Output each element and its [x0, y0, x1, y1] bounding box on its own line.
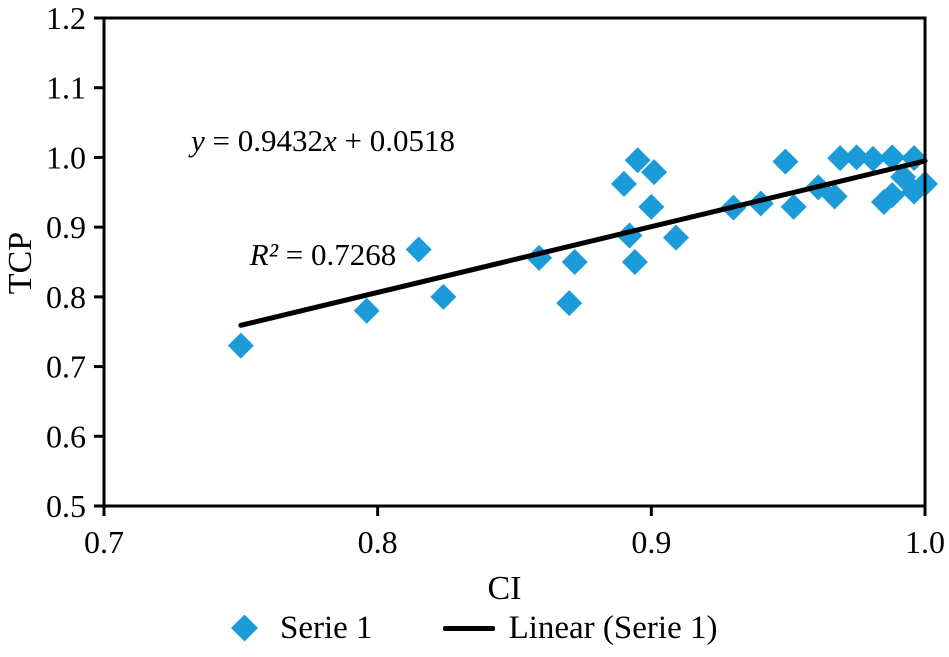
- equation-intercept: + 0.0518: [336, 123, 455, 158]
- x-tick-label: 0.8: [358, 524, 398, 560]
- plot-border: [102, 16, 927, 508]
- legend-label-serie-1: Serie 1: [280, 609, 373, 646]
- x-axis-title: CI: [487, 570, 522, 607]
- scatter-point: [843, 144, 870, 171]
- scatter-point: [405, 236, 432, 263]
- chart-legend: Serie 1 Linear (Serie 1): [231, 606, 717, 650]
- y-tick-label: 0.8: [46, 279, 86, 315]
- legend-item-linear: Linear (Serie 1): [442, 609, 718, 647]
- trendline-equation: y = 0.9432x + 0.0518 R² = 0.7268: [168, 46, 478, 350]
- equation-y-var: y: [191, 123, 205, 158]
- scatter-point: [610, 170, 637, 197]
- trendline-marker-icon: [442, 625, 495, 631]
- scatter-point: [353, 297, 380, 324]
- legend-item-serie-1: Serie 1: [231, 610, 373, 647]
- y-tick-label: 0.6: [46, 418, 86, 454]
- y-tick-label: 1.2: [46, 0, 86, 36]
- x-tick-label: 0.9: [631, 524, 671, 560]
- scatter-point: [827, 145, 854, 172]
- y-tick-label: 0.7: [46, 349, 86, 385]
- y-tick-label: 1.0: [46, 139, 86, 175]
- scatter-point: [556, 290, 583, 317]
- scatter-point: [860, 145, 887, 172]
- scatter-point: [641, 159, 668, 186]
- scatter-point: [227, 332, 254, 359]
- x-tick-label: 0.7: [84, 524, 124, 560]
- r-squared-label: R²: [249, 237, 278, 272]
- x-tick-label: 1.0: [905, 524, 945, 560]
- y-tick-label: 1.1: [46, 70, 86, 106]
- y-tick-label: 0.9: [46, 209, 86, 245]
- scatter-point: [772, 148, 799, 175]
- scatter-point: [624, 147, 651, 174]
- legend-label-linear: Linear (Serie 1): [508, 609, 718, 646]
- scatter-point: [430, 283, 457, 310]
- equation-line-1: y = 0.9432x + 0.0518: [168, 122, 478, 160]
- diamond-marker-icon: [231, 614, 258, 642]
- scatter-point: [621, 249, 648, 275]
- equation-x-var: x: [323, 123, 337, 158]
- scatter-point: [870, 189, 897, 216]
- scatter-point: [561, 249, 588, 275]
- y-axis-title: TCP: [2, 231, 39, 295]
- r-squared-value: = 0.7268: [278, 237, 397, 272]
- scatter-point: [638, 193, 665, 220]
- scatter-point: [780, 193, 807, 220]
- scatter-point: [879, 144, 906, 171]
- y-tick-label: 0.5: [46, 488, 86, 524]
- equation-slope: = 0.9432: [204, 123, 323, 158]
- equation-line-2: R² = 0.7268: [168, 236, 478, 274]
- scatter-point: [821, 183, 848, 210]
- trend-line: [238, 158, 928, 328]
- scatter-point: [662, 224, 689, 251]
